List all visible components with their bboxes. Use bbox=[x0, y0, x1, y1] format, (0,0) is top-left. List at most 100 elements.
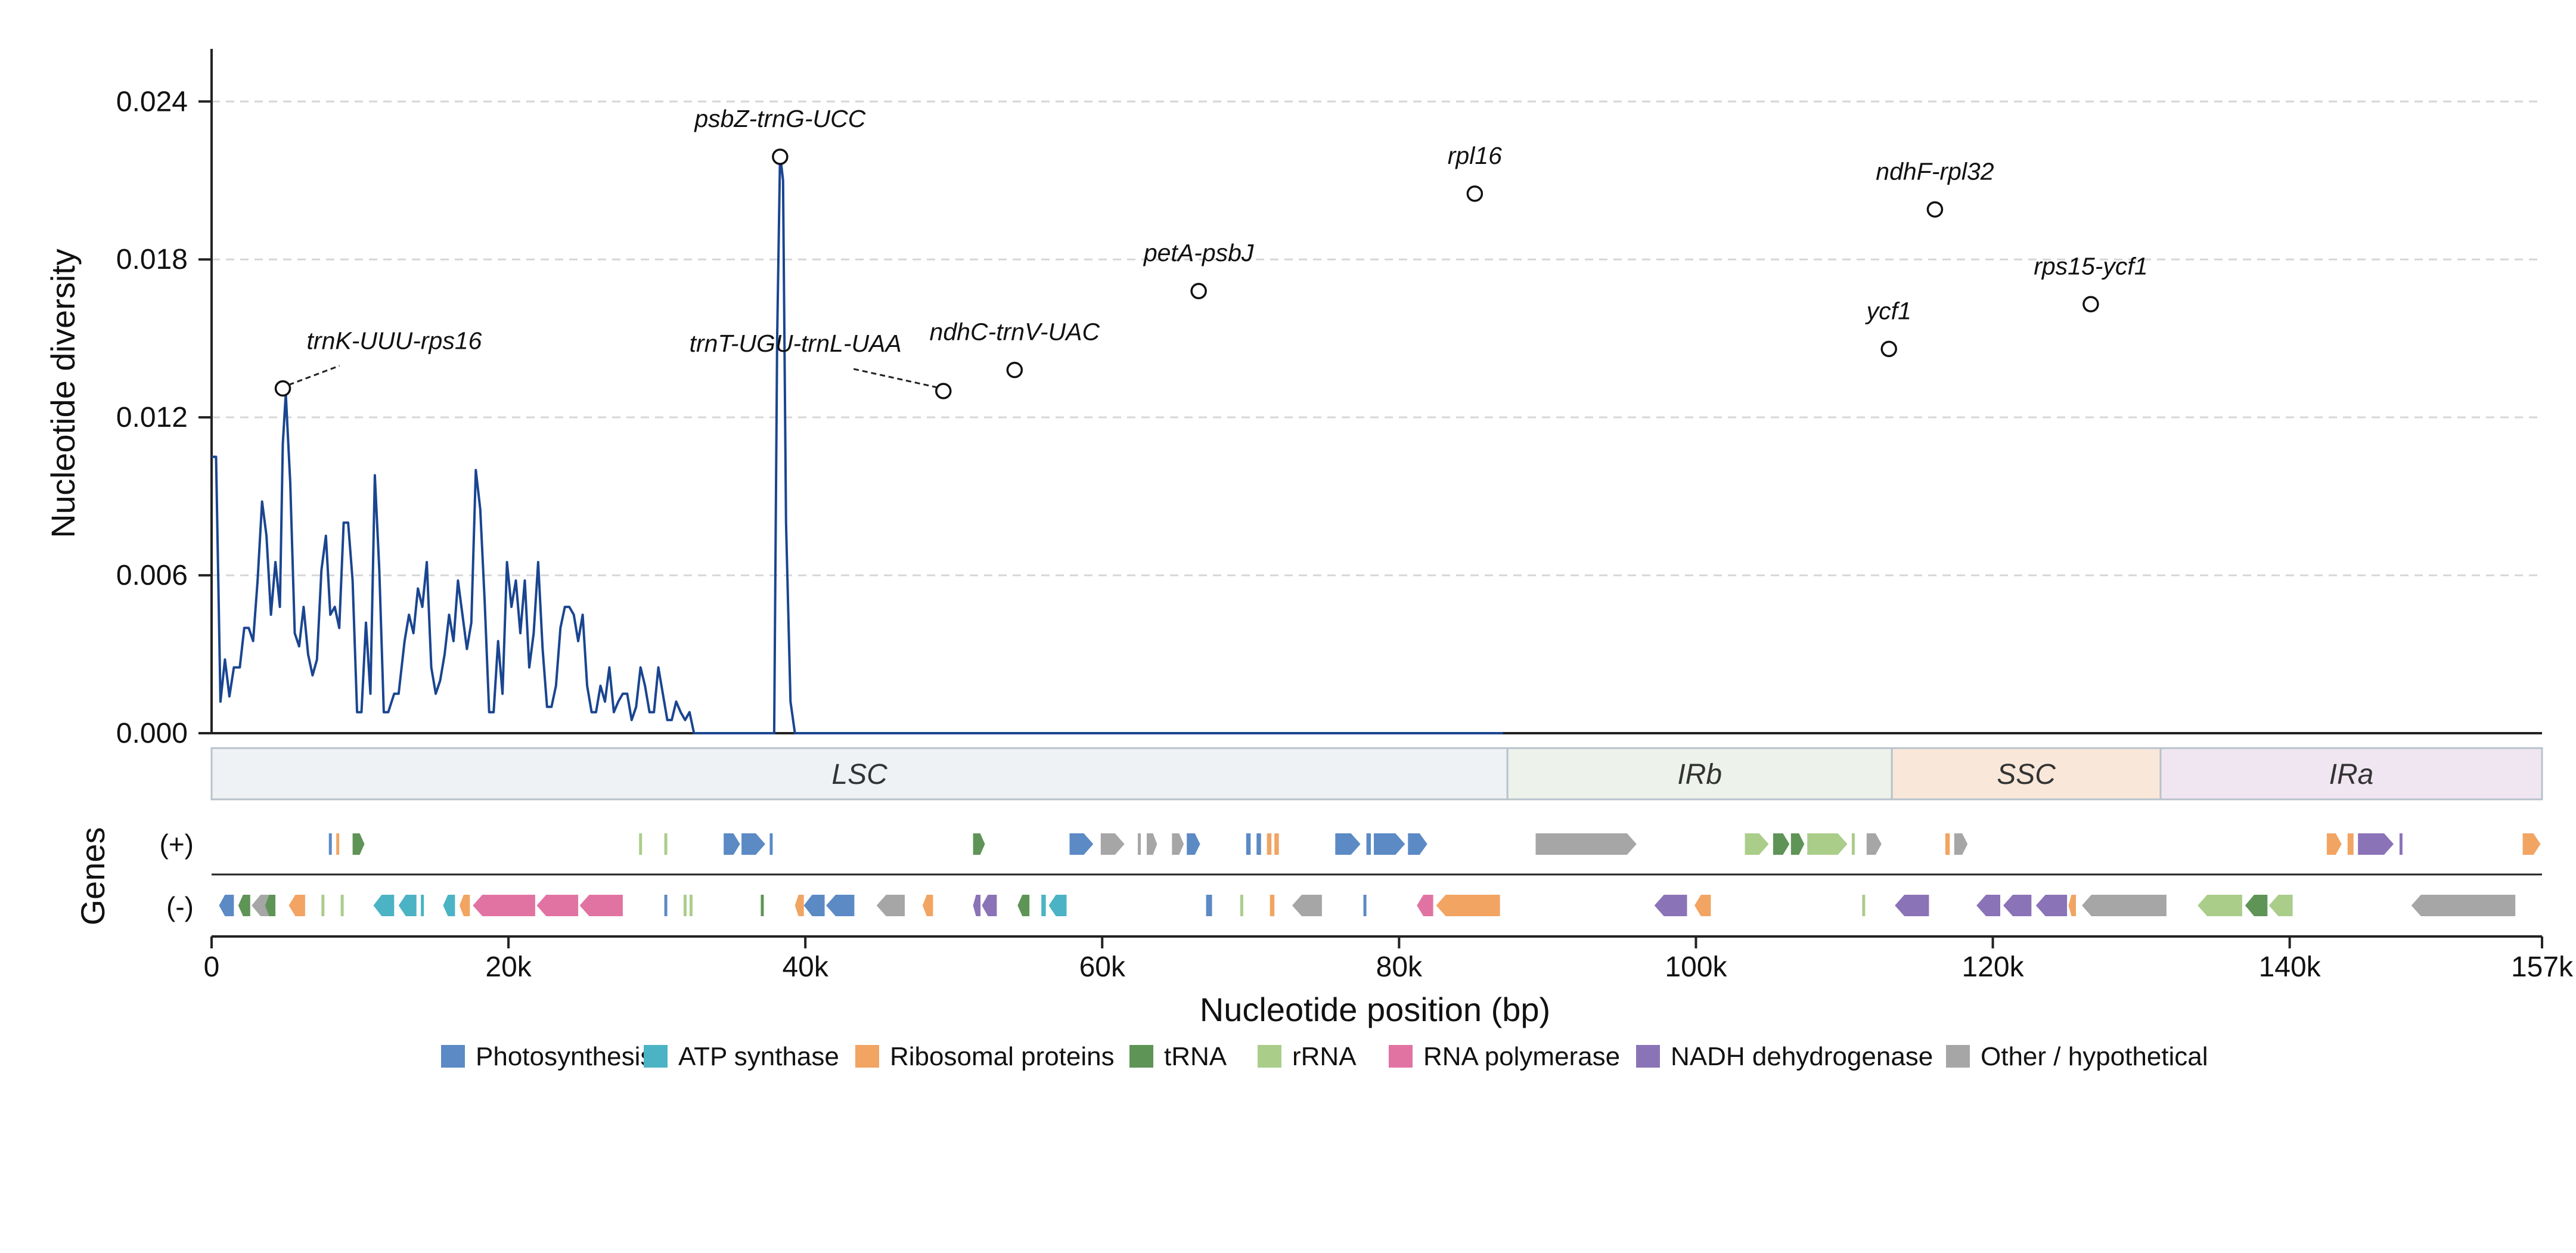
peak-marker bbox=[1190, 283, 1207, 299]
legend-swatch bbox=[441, 1045, 465, 1068]
gene-block bbox=[1267, 833, 1272, 855]
gene-block bbox=[761, 895, 764, 916]
gene-block bbox=[826, 895, 855, 916]
gene-block bbox=[288, 895, 305, 916]
gene-block bbox=[794, 895, 804, 916]
legend-swatch bbox=[1389, 1045, 1413, 1068]
gene-block bbox=[664, 833, 668, 855]
legend-swatch bbox=[1946, 1045, 1970, 1068]
legend-label: ATP synthase bbox=[678, 1042, 839, 1071]
gene-block bbox=[1417, 895, 1433, 916]
x-tick-label: 157k bbox=[2511, 951, 2574, 983]
gene-block bbox=[1807, 833, 1848, 855]
gene-block bbox=[1069, 833, 1094, 855]
gene-block bbox=[2268, 895, 2293, 916]
minus-strand-label: (-) bbox=[166, 891, 194, 922]
region-label: LSC bbox=[831, 759, 887, 790]
peak-marker bbox=[1006, 361, 1023, 379]
gene-block bbox=[340, 895, 344, 916]
legend-swatch bbox=[644, 1045, 668, 1068]
gene-block bbox=[689, 895, 693, 916]
gene-track: Genes (+) (-) bbox=[74, 827, 2542, 926]
gene-block bbox=[876, 895, 905, 916]
gene-block bbox=[219, 895, 234, 916]
peak-label: rps15-ycf1 bbox=[2034, 252, 2147, 280]
legend-label: tRNA bbox=[1164, 1042, 1227, 1071]
x-tick-label: 0 bbox=[204, 951, 220, 983]
gene-block bbox=[1041, 895, 1046, 916]
gene-block bbox=[2198, 895, 2242, 916]
gene-block bbox=[336, 833, 340, 855]
gene-block bbox=[459, 895, 470, 916]
gene-block bbox=[2035, 895, 2068, 916]
gene-block bbox=[2358, 833, 2394, 855]
gene-block bbox=[579, 895, 623, 916]
plus-strand-label: (+) bbox=[160, 829, 194, 860]
gene-block bbox=[1954, 833, 1968, 855]
gene-block bbox=[1773, 833, 1790, 855]
gene-block bbox=[398, 895, 417, 916]
gene-block bbox=[1408, 833, 1427, 855]
peak-marker bbox=[2082, 296, 2099, 313]
gene-block bbox=[1436, 895, 1500, 916]
legend-swatch bbox=[855, 1045, 879, 1068]
peak-marker bbox=[274, 380, 291, 397]
peak-label: petA-psbJ bbox=[1143, 239, 1254, 266]
y-tick-label: 0.006 bbox=[116, 560, 188, 591]
legend-label: rRNA bbox=[1292, 1042, 1357, 1071]
y-tick-label: 0.012 bbox=[116, 402, 188, 433]
gene-block bbox=[1292, 895, 1322, 916]
x-tick-label: 40k bbox=[782, 951, 828, 983]
region-block bbox=[2159, 747, 2543, 801]
peak-marker bbox=[1926, 201, 1944, 218]
gene-block bbox=[724, 833, 740, 855]
legend-swatch bbox=[1129, 1045, 1153, 1068]
gene-block bbox=[741, 833, 765, 855]
gene-block bbox=[1851, 833, 1855, 855]
gene-block bbox=[473, 895, 535, 916]
gene-block bbox=[664, 895, 668, 916]
gene-block bbox=[2082, 895, 2167, 916]
gene-block bbox=[1270, 895, 1275, 916]
gene-block bbox=[973, 833, 985, 855]
gene-block bbox=[639, 833, 643, 855]
gene-block bbox=[2326, 833, 2342, 855]
gene-block bbox=[1240, 895, 1243, 916]
gene-block bbox=[536, 895, 579, 916]
peak-leader-line bbox=[851, 367, 938, 389]
peak-label: rpl16 bbox=[1448, 142, 1502, 169]
peak-label: psbZ-trnG-UCC bbox=[693, 105, 865, 132]
gene-block bbox=[1246, 833, 1251, 855]
gene-block bbox=[2522, 833, 2541, 855]
gene-block bbox=[1866, 833, 1882, 855]
gene-block bbox=[1274, 833, 1279, 855]
legend-label: Ribosomal proteins bbox=[890, 1042, 1115, 1071]
gene-block bbox=[1100, 833, 1125, 855]
gene-block bbox=[1363, 895, 1367, 916]
legend-swatch bbox=[1636, 1045, 1660, 1068]
peak-marker bbox=[935, 383, 952, 399]
gene-block bbox=[1945, 833, 1950, 855]
gene-block bbox=[421, 895, 424, 916]
peak-marker bbox=[772, 148, 789, 165]
gene-block bbox=[982, 895, 997, 916]
x-tick-label: 60k bbox=[1079, 951, 1126, 983]
x-axis: 0 20k 40k 60k 80k 100k 120k 140k 157k bbox=[204, 935, 2574, 983]
gene-block bbox=[373, 895, 395, 916]
gene-block bbox=[1256, 833, 1261, 855]
gene-track-title: Genes bbox=[74, 827, 111, 926]
gene-block bbox=[2068, 895, 2076, 916]
region-label: IRa bbox=[2329, 759, 2374, 790]
gene-block bbox=[1366, 833, 1371, 855]
peak-marker bbox=[1466, 185, 1483, 202]
peak-label: ycf1 bbox=[1865, 297, 1911, 324]
plot-axes: 0.000 0.006 0.012 0.018 0.024 bbox=[116, 49, 2542, 749]
legend-swatch bbox=[1258, 1045, 1281, 1068]
legend: Photosynthesis ATP synthase Ribosomal prot… bbox=[441, 1042, 2208, 1071]
legend-label: Photosynthesis bbox=[476, 1042, 653, 1071]
peak-label: trnK-UUU-rps16 bbox=[307, 327, 482, 355]
diversity-line bbox=[212, 153, 1503, 734]
peak-label: trnT-UGU-trnL-UAA bbox=[690, 330, 902, 357]
gene-block bbox=[1862, 895, 1866, 916]
gene-block bbox=[803, 895, 825, 916]
